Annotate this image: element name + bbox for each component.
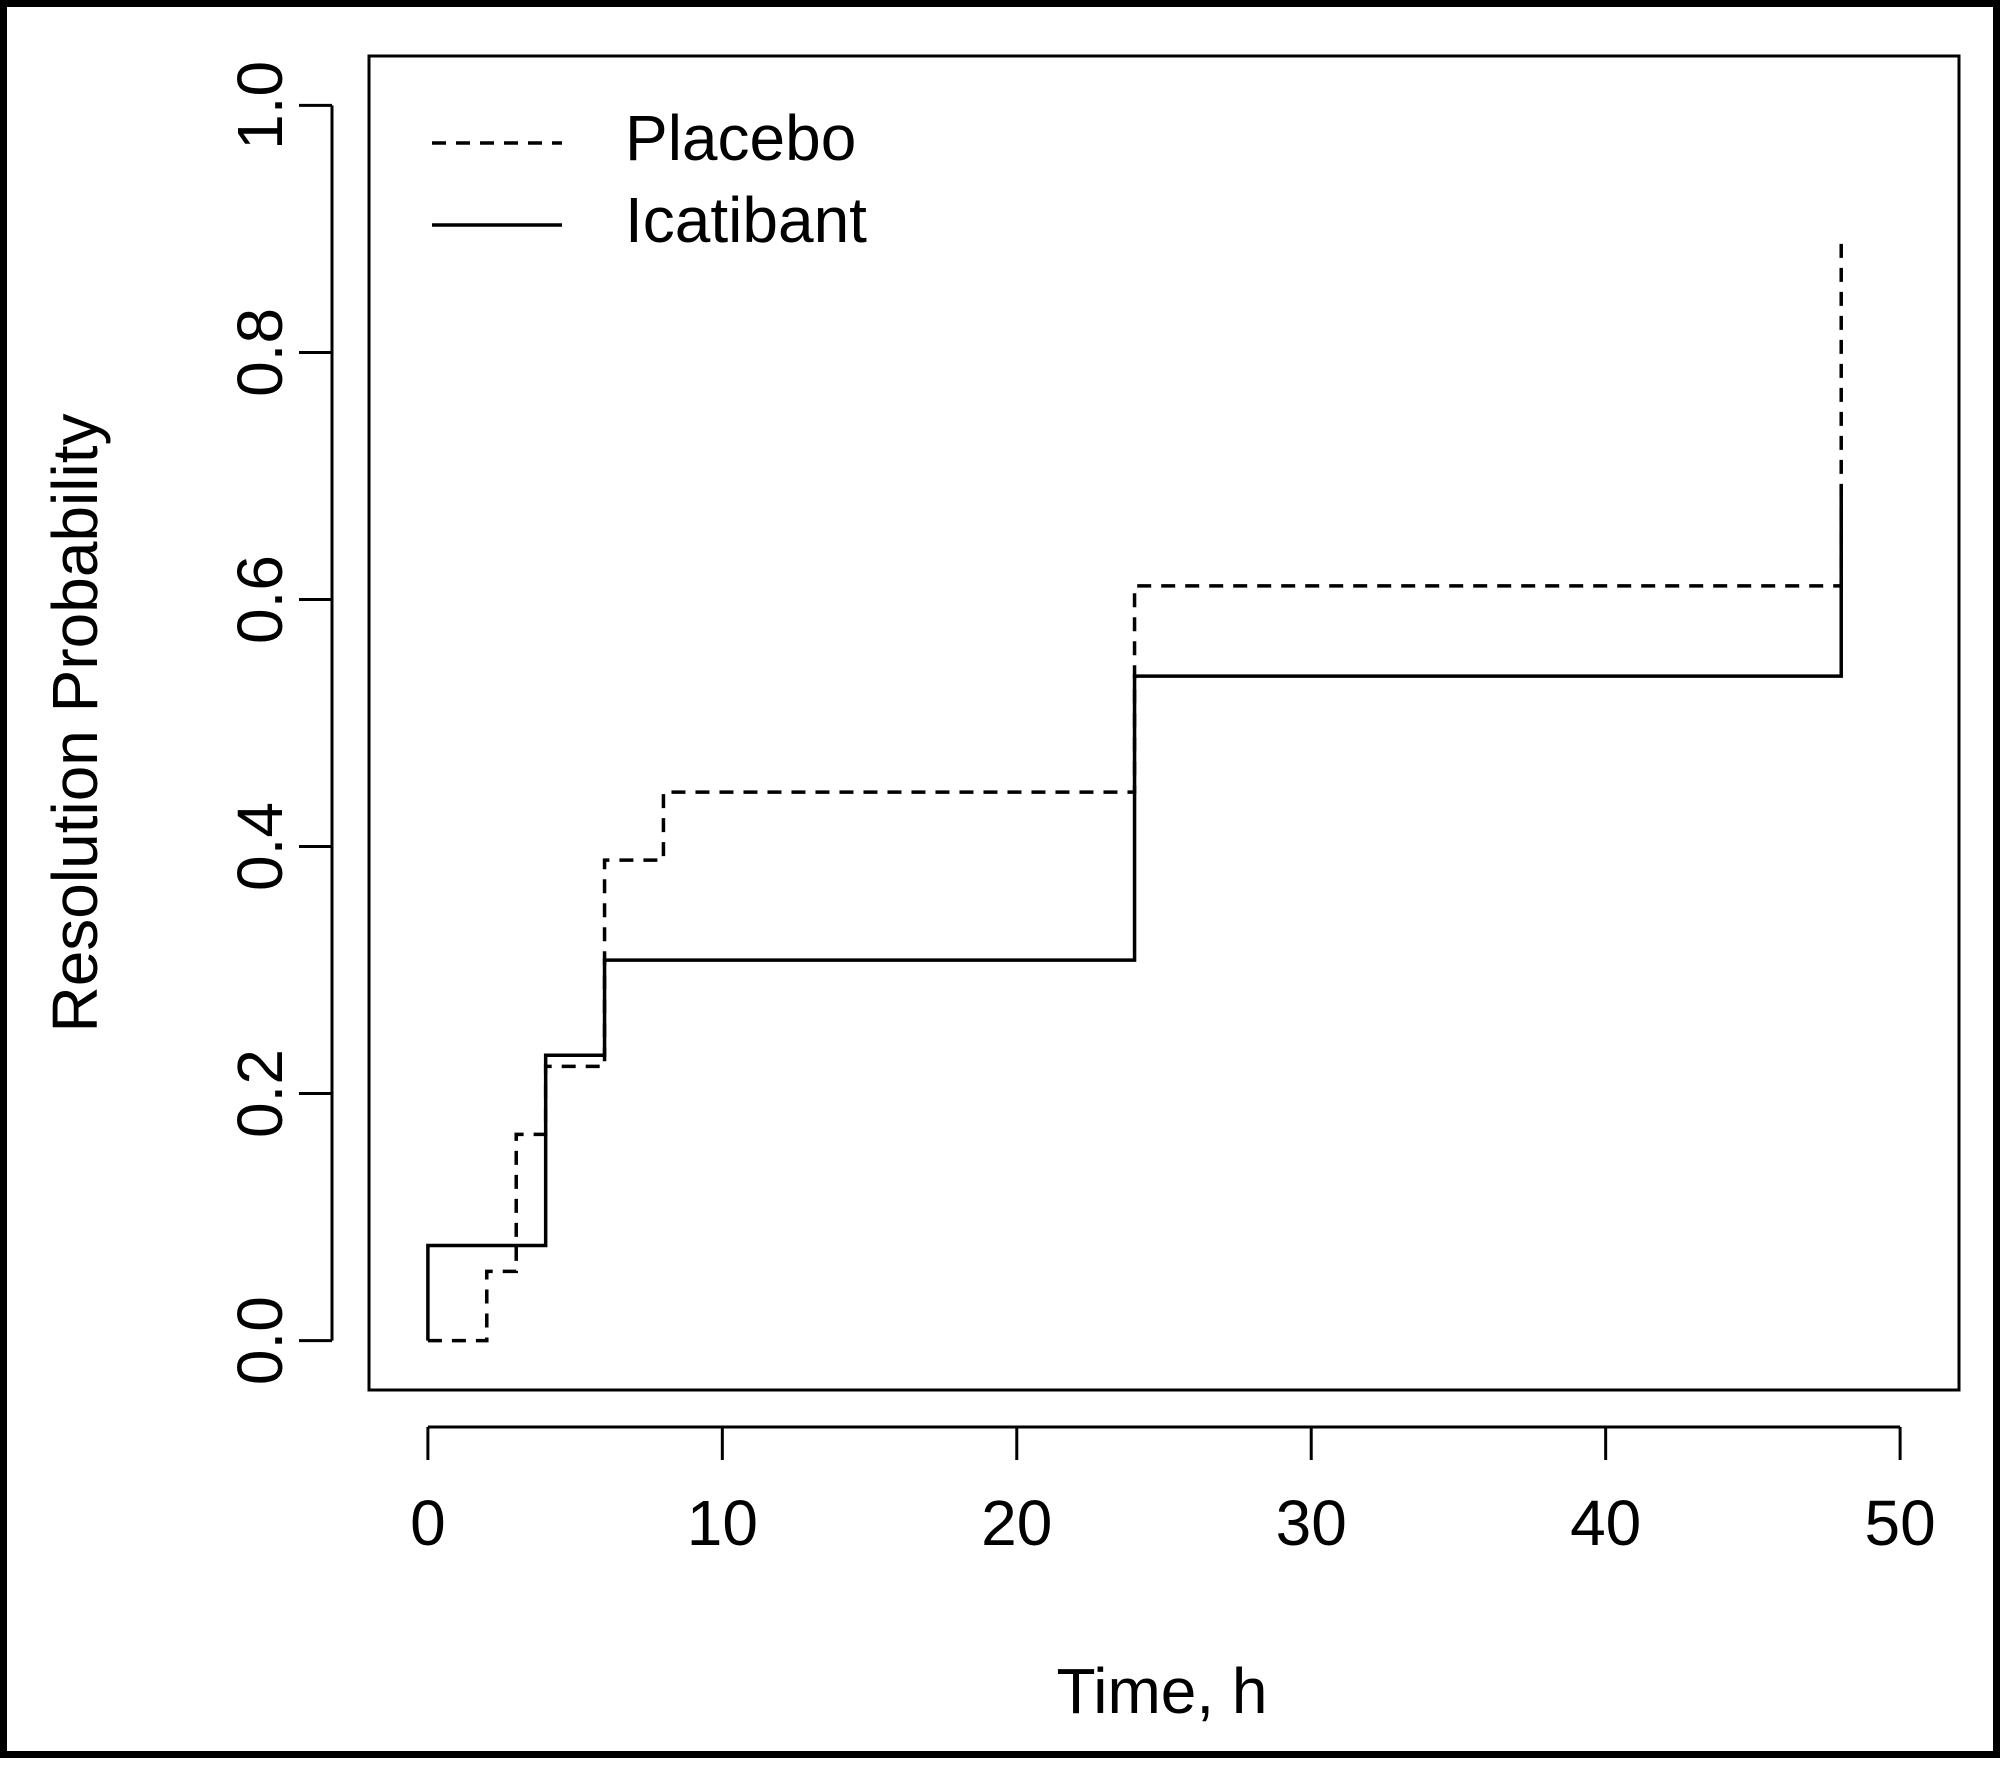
x-axis-title: Time, h [1057,1655,1268,1727]
y-tick-label: 1.0 [224,61,296,150]
x-tick-label: 20 [981,1487,1052,1559]
legend: Placebo Icatibant [432,102,867,256]
y-tick-label: 0.0 [224,1296,296,1385]
legend-label-icatibant: Icatibant [625,184,867,256]
y-tick-label: 0.6 [224,555,296,644]
series-line-icatibant [426,485,1843,1341]
y-tick-label: 0.2 [224,1049,296,1138]
x-axis: 0 10 20 30 40 50 [410,1425,1936,1559]
y-tick-label: 0.8 [224,308,296,397]
y-tick-label: 0.4 [224,802,296,891]
x-tick-label: 40 [1570,1487,1641,1559]
y-axis: 0.0 0.2 0.4 0.6 0.8 1.0 [224,61,334,1385]
resolution-probability-chart: 0 10 20 30 40 50 0.0 0.2 0.4 0.6 0.8 1.0 Placebo Ic… [39,54,1961,1727]
legend-label-placebo: Placebo [625,102,856,174]
y-axis-title: Resolution Probability [39,414,111,1033]
series-line-placebo [427,242,1843,1343]
plot-area-border [367,54,1961,1392]
x-tick-label: 10 [687,1487,758,1559]
x-tick-label: 50 [1865,1487,1936,1559]
x-tick-label: 0 [410,1487,446,1559]
series-layer [426,242,1843,1343]
x-tick-label: 30 [1276,1487,1347,1559]
